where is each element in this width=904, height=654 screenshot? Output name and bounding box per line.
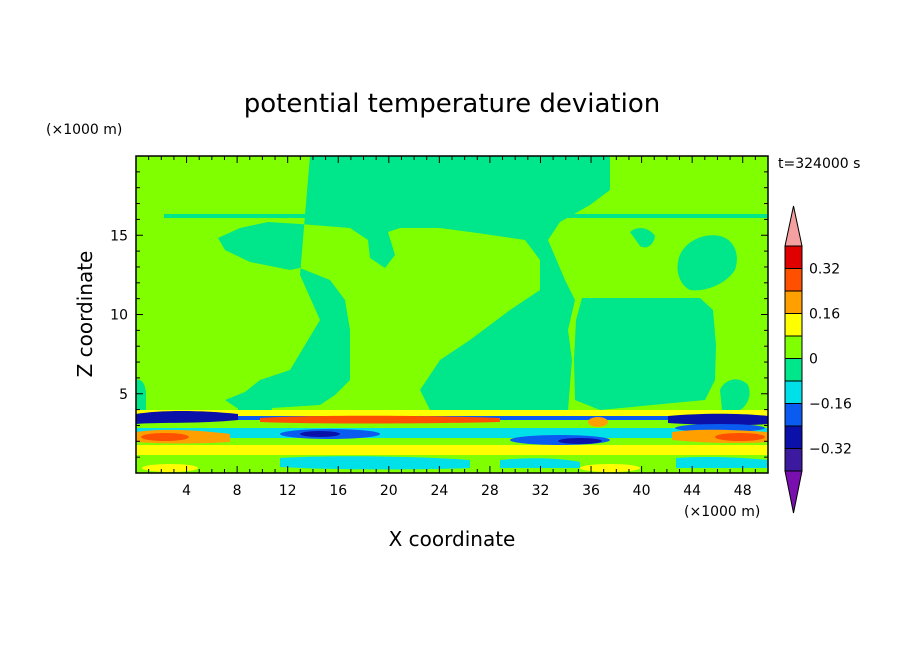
y-tick-label: 5 xyxy=(119,387,128,403)
y-unit-label: (×1000 m) xyxy=(46,122,122,138)
x-unit-label: (×1000 m) xyxy=(684,504,760,520)
x-tick-label: 32 xyxy=(532,483,550,499)
thin-band-upper xyxy=(164,214,768,218)
colorbar-box xyxy=(784,358,803,382)
x-tick-label: 16 xyxy=(329,483,347,499)
colorbar-label: 0 xyxy=(809,352,818,368)
yellow-band-top xyxy=(136,410,768,417)
cyan-band-lower xyxy=(280,456,768,470)
x-tick-label: 24 xyxy=(430,483,448,499)
x-axis: 4 8 12 16 20 24 28 32 36 40 44 48 xyxy=(148,156,756,499)
patch-right-oval xyxy=(677,235,737,291)
colorbar-top-arrow xyxy=(784,205,803,247)
yellow-bottom-patches xyxy=(142,464,640,472)
y-axis-label: Z coordinate xyxy=(73,251,97,378)
x-tick-label: 44 xyxy=(683,483,701,499)
chart-title: potential temperature deviation xyxy=(244,89,660,119)
y-axis: 5 10 15 xyxy=(110,171,768,458)
x-tick-label: 20 xyxy=(380,483,398,499)
patch-center-column xyxy=(218,156,610,410)
patch-right-rectangle xyxy=(574,298,716,410)
y-tick-label: 10 xyxy=(110,308,128,324)
patch-upper-left-dot xyxy=(630,228,655,248)
colorbar-box xyxy=(784,448,803,472)
colorbar-label: 0.32 xyxy=(809,262,840,278)
negative-anomaly-patches xyxy=(136,156,768,410)
colorbar-bottom-arrow xyxy=(784,470,803,514)
x-tick-label: 4 xyxy=(182,483,191,499)
colorbar: 0.32 0.16 0 −0.16 −0.32 xyxy=(784,205,852,514)
cyan-band xyxy=(136,428,768,438)
x-tick-label: 12 xyxy=(279,483,297,499)
yellow-band-middle xyxy=(136,445,768,455)
colorbar-box xyxy=(784,290,803,314)
dark-blue-spots xyxy=(300,431,602,444)
x-tick-label: 28 xyxy=(481,483,499,499)
colorbar-label: 0.16 xyxy=(809,307,840,323)
colorbar-label: −0.32 xyxy=(809,442,852,458)
colorbar-box xyxy=(784,425,803,449)
time-label: t=324000 s xyxy=(778,156,860,172)
colorbar-box xyxy=(784,335,803,359)
x-tick-label: 8 xyxy=(233,483,242,499)
x-axis-label: X coordinate xyxy=(389,527,516,551)
x-tick-label: 48 xyxy=(734,483,752,499)
red-band-top xyxy=(260,415,500,424)
patch-left-lower xyxy=(238,390,272,410)
plot-area xyxy=(136,156,768,473)
x-tick-label: 40 xyxy=(633,483,651,499)
colorbar-box xyxy=(784,403,803,427)
colorbar-box xyxy=(784,380,803,404)
patch-left-edge xyxy=(136,379,147,410)
y-tick-label: 15 xyxy=(110,228,128,244)
colorbar-box xyxy=(784,268,803,292)
colorbar-box xyxy=(784,245,803,269)
orange-band-left xyxy=(136,417,768,444)
colorbar-label: −0.16 xyxy=(809,397,852,413)
x-tick-label: 36 xyxy=(582,483,600,499)
patch-lower-right-bump xyxy=(720,379,750,410)
colorbar-box xyxy=(784,313,803,337)
